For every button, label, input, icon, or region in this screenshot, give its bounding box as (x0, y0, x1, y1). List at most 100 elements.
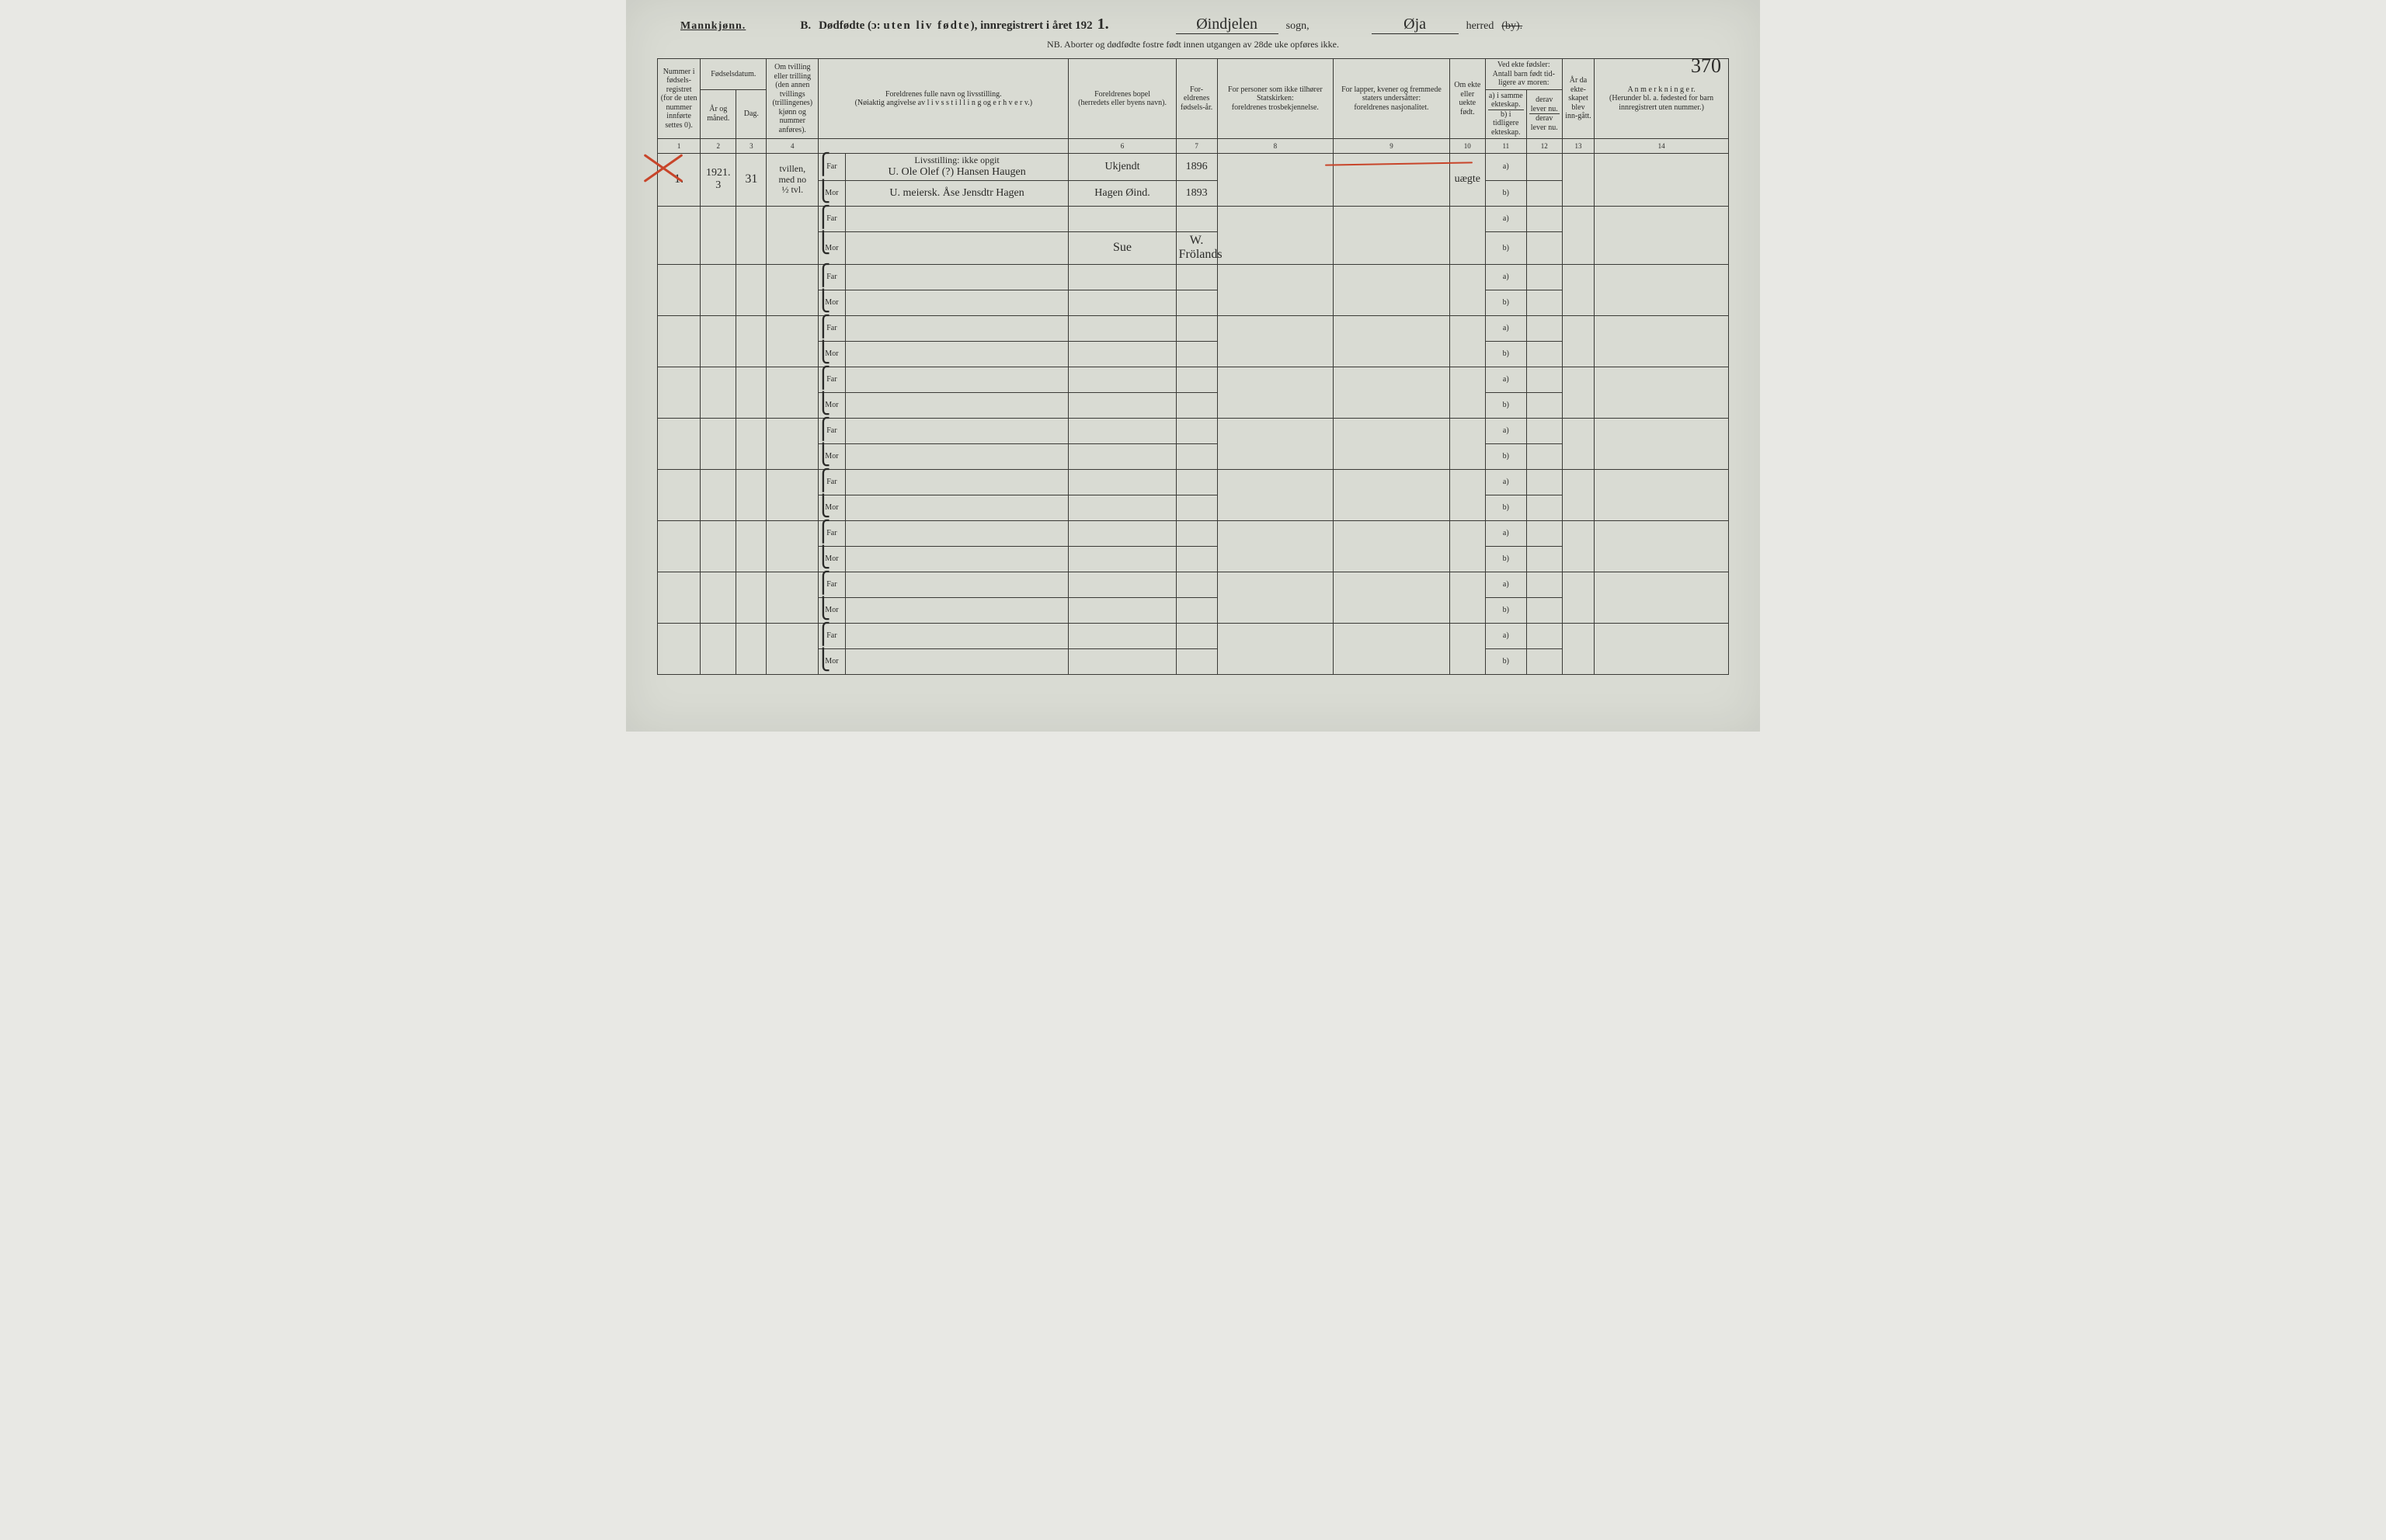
sogn-label: sogn, (1286, 20, 1310, 33)
col6-header: Foreldrenes bopel (herredets eller byens… (1069, 59, 1176, 139)
col2-top: Fødselsdatum. (701, 59, 767, 90)
c12b: derav lever nu. (1529, 113, 1560, 132)
entry-3-far: ⎧Fara) (658, 264, 1729, 290)
col5-sub: (Nøiaktig angivelse av l i v s s t i l l… (821, 99, 1066, 108)
r3-a: a) (1485, 264, 1526, 290)
entry-4-far: ⎧Fara) (658, 315, 1729, 341)
col1-header: Nummer i fødsels-registret (for de uten … (658, 59, 701, 139)
r2-far-bopel (1069, 206, 1176, 231)
r2-c10 (1449, 206, 1485, 264)
title-part-1: Dødfødte (ɔ: (819, 19, 883, 32)
col10-header: Om ekte eller uekte født. (1449, 59, 1485, 139)
sogn-value: Øindjelen (1176, 16, 1278, 34)
r2-twin (767, 206, 819, 264)
r2-ym (701, 206, 736, 264)
r1-c13 (1562, 154, 1594, 207)
r1-far-year: 1896 (1176, 154, 1217, 181)
r1-12a (1526, 154, 1562, 181)
col8-top: For personer som ikke tilhører Statskirk… (1220, 85, 1331, 103)
r1-mor-bopel: Hagen Øind. (1069, 180, 1176, 206)
col6-sub: (herredets eller byens navn). (1071, 99, 1173, 108)
r1-b: b) (1485, 180, 1526, 206)
r1-far-label: ⎧Far (819, 154, 846, 181)
r1-ym: 1921. 3 (701, 154, 736, 207)
col5-header: Foreldrenes fulle navn og livsstilling. … (819, 59, 1069, 139)
r2-far-l: ⎧Far (819, 206, 846, 231)
col14-sub: (Herunder bl. a. fødested for barn innre… (1597, 94, 1726, 112)
r2-num (658, 206, 701, 264)
col13-header: År da ekte-skapet blev inn-gått. (1562, 59, 1594, 139)
r1-a: a) (1485, 154, 1526, 181)
r7-a: a) (1485, 469, 1526, 495)
col9-top: For lapper, kvener og fremmede staters u… (1336, 85, 1447, 103)
title-part-3: ), innregistrert i året 192 (971, 19, 1093, 32)
r2-a: a) (1485, 206, 1526, 231)
entry-5-far: ⎧Fara) (658, 367, 1729, 392)
herred-label: herred (1466, 20, 1494, 33)
r2-note-wf: W. Frölands (1176, 231, 1217, 264)
r6-b: b) (1485, 443, 1526, 469)
cn13: 13 (1562, 139, 1594, 154)
register-table: Nummer i fødsels-registret (for de uten … (657, 58, 1729, 675)
col2b: Dag. (736, 89, 767, 139)
col5-top: Foreldrenes fulle navn og livsstilling. (821, 90, 1066, 99)
cn9: 9 (1334, 139, 1450, 154)
col6-top: Foreldrenes bopel (1071, 90, 1173, 99)
col12: derav lever nu. derav lever nu. (1526, 89, 1562, 139)
cn2: 2 (701, 139, 736, 154)
r7-b: b) (1485, 495, 1526, 520)
col8-sub: foreldrenes trosbekjennelse. (1220, 103, 1331, 113)
r9-b: b) (1485, 597, 1526, 623)
r1-c14 (1595, 154, 1729, 207)
r1-mor-name: U. meiersk. Åse Jensdtr Hagen (845, 180, 1069, 206)
cn12: 12 (1526, 139, 1562, 154)
col7-header: For-eldrenes fødsels-år. (1176, 59, 1217, 139)
r1-mor-year: 1893 (1176, 180, 1217, 206)
r1-far-bopel: Ukjendt (1069, 154, 1176, 181)
r2-far-year (1176, 206, 1217, 231)
r1-mor-label: ⎩Mor (819, 180, 846, 206)
entry-7-far: ⎧Fara) (658, 469, 1729, 495)
title-spaced: uten liv fødte (883, 19, 970, 32)
r2-c9 (1334, 206, 1450, 264)
entry-10-far: ⎧Fara) (658, 623, 1729, 648)
r1-twin: tvillen, med no ½ tvl. (767, 154, 819, 207)
r2-mor-name (845, 231, 1069, 264)
entry-8-far: ⎧Fara) (658, 520, 1729, 546)
entry-6-far: ⎧Fara) (658, 418, 1729, 443)
page-number: 370 (1691, 54, 1721, 78)
cn7: 7 (1176, 139, 1217, 154)
cn6: 6 (1069, 139, 1176, 154)
r8-a: a) (1485, 520, 1526, 546)
col2a: År og måned. (701, 89, 736, 139)
c12a: derav lever nu. (1529, 96, 1560, 113)
c11a: a) i samme ekteskap. (1488, 92, 1524, 110)
r2-note-sue: Sue (1069, 231, 1176, 264)
cn10: 10 (1449, 139, 1485, 154)
col14-top: A n m e r k n i n g e r. (1597, 85, 1726, 95)
cn1: 1 (658, 139, 701, 154)
r4-a: a) (1485, 315, 1526, 341)
cn8: 8 (1217, 139, 1334, 154)
cn14: 14 (1595, 139, 1729, 154)
r1-12b (1526, 180, 1562, 206)
header-row: Nummer i fødsels-registret (for de uten … (658, 59, 1729, 90)
colnum-row: 1 2 3 4 6 7 8 9 10 11 12 13 14 (658, 139, 1729, 154)
entry-9-far: ⎧Fara) (658, 572, 1729, 597)
col11a: a) i samme ekteskap. b) i tidligere ekte… (1485, 89, 1526, 139)
col11-top: Ved ekte fødsler: Antall barn født tid-l… (1485, 59, 1562, 90)
r5-a: a) (1485, 367, 1526, 392)
r8-b: b) (1485, 546, 1526, 572)
section-b: B. (800, 19, 811, 33)
r1-num: 1. (658, 154, 701, 207)
r2-mor-l: ⎩Mor (819, 231, 846, 264)
entry-1-far: 1. 1921. 3 31 tvillen, med no ½ tvl. ⎧Fa… (658, 154, 1729, 181)
col9-header: For lapper, kvener og fremmede staters u… (1334, 59, 1450, 139)
r2-12b (1526, 231, 1562, 264)
r6-a: a) (1485, 418, 1526, 443)
register-page: Mannkjønn. B. Dødfødte (ɔ: uten liv født… (626, 0, 1760, 732)
c11b: b) i tidligere ekteskap. (1488, 110, 1524, 137)
nb-line: NB. Aborter og dødfødte fostre født inne… (657, 39, 1729, 50)
r2-day (736, 206, 767, 264)
year-hand: 1. (1093, 16, 1114, 33)
